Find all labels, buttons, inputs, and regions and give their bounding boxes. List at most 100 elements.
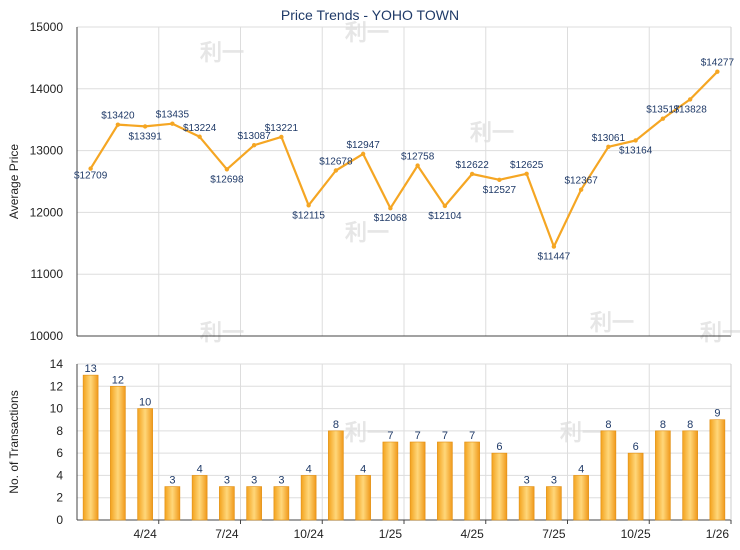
price-point [606, 144, 611, 150]
transaction-bar-label: 3 [551, 475, 557, 487]
transaction-bar [437, 441, 453, 521]
watermark-text: 利一 [345, 221, 389, 246]
x-tick-label: 1/25 [379, 527, 403, 541]
y-tick-label: 14000 [30, 82, 64, 96]
price-point [524, 171, 529, 176]
y-tick-label: 13000 [30, 144, 64, 158]
price-point [142, 124, 148, 129]
price-data-label: $12625 [510, 160, 544, 171]
bar-y-tick-label: 10 [50, 402, 64, 416]
transaction-bar [164, 486, 181, 521]
transaction-bar-label: 8 [660, 419, 666, 431]
transaction-bar [219, 486, 235, 521]
transaction-bar [655, 430, 671, 521]
transaction-bar [409, 441, 426, 521]
transaction-bar-label: 13 [85, 363, 97, 375]
price-point [306, 203, 311, 208]
price-data-label: $12622 [455, 160, 489, 171]
transaction-bar-label: 4 [578, 463, 584, 475]
transaction-bar [246, 486, 262, 521]
transaction-bar-label: 4 [197, 463, 203, 475]
price-point [715, 69, 720, 74]
transaction-bar-label: 4 [306, 463, 312, 475]
x-tick-label: 4/24 [133, 527, 157, 541]
y-tick-label: 10000 [30, 329, 64, 343]
price-point [115, 122, 121, 127]
x-tick-label: 7/25 [542, 527, 566, 541]
price-data-label: $13517 [646, 105, 680, 116]
transaction-bar-label: 6 [496, 441, 502, 453]
price-data-label: $13164 [619, 145, 653, 156]
price-point [415, 163, 420, 168]
price-data-label: $13224 [183, 123, 217, 134]
price-data-label: $12104 [428, 211, 462, 222]
transaction-bar [627, 452, 644, 521]
transactions-panel: 0 2 4 6 8 10 12 14 4/24 7/24 10/24 1/25 4/25 7/25 10/2… [7, 357, 732, 541]
price-data-label: $13087 [237, 131, 271, 142]
watermark-text: 利一 [200, 41, 244, 66]
transaction-bar-label: 9 [714, 408, 720, 420]
y-tick-label: 15000 [30, 20, 64, 34]
price-point [224, 167, 230, 172]
transaction-bar [600, 430, 617, 521]
price-data-label: $13221 [265, 123, 299, 134]
transaction-bar-label: 7 [469, 430, 475, 442]
x-tick-label: 10/25 [621, 527, 651, 541]
transaction-bar [137, 408, 153, 521]
price-data-label: $11447 [538, 252, 571, 263]
transaction-bar-label: 3 [278, 475, 284, 487]
price-point [660, 116, 666, 121]
price-data-label: $12068 [374, 213, 408, 224]
transaction-bar [110, 385, 126, 521]
price-point [442, 203, 448, 209]
watermark-text: 利一 [560, 421, 604, 446]
x-tick-label: 4/25 [460, 527, 484, 541]
transaction-bar-label: 10 [139, 397, 151, 409]
price-point [388, 205, 393, 211]
bar-y-tick-label: 4 [56, 468, 63, 482]
transaction-bar-label: 3 [224, 475, 230, 487]
price-data-label: $14277 [701, 58, 735, 69]
transaction-bar-label: 7 [387, 430, 393, 442]
watermark-text: 利一 [700, 321, 740, 346]
transaction-bar-label: 3 [251, 475, 257, 487]
price-point [469, 171, 475, 177]
transaction-bar [300, 475, 317, 521]
transaction-bar [491, 452, 508, 521]
transaction-bar [682, 430, 698, 521]
price-point [497, 177, 502, 183]
transaction-bar [518, 486, 535, 521]
transaction-bar-label: 6 [633, 441, 639, 453]
price-data-label: $13391 [128, 131, 162, 142]
bar-y-tick-label: 8 [56, 424, 63, 438]
transaction-bar [328, 430, 344, 521]
price-point [551, 244, 557, 249]
price-data-label: $12115 [292, 210, 325, 221]
price-data-label: $12709 [74, 171, 108, 182]
x-tick-label: 10/24 [294, 527, 324, 541]
x-tick-label: 7/24 [215, 527, 239, 541]
transaction-bar [273, 486, 290, 521]
price-data-label: $13061 [592, 133, 626, 144]
transaction-bar-label: 8 [687, 419, 693, 431]
price-panel: Price Trends - YOHO TOWN 10000 11000 12000 1… [7, 7, 734, 343]
price-point [88, 166, 93, 171]
price-data-label: $13420 [101, 111, 135, 122]
transaction-bar-label: 12 [112, 374, 124, 386]
price-point [251, 143, 257, 148]
watermark-text: 利一 [470, 121, 514, 146]
watermark-text: 利一 [345, 421, 389, 446]
transaction-bar-label: 4 [360, 463, 366, 475]
price-point [197, 134, 202, 139]
watermark-text: 利一 [345, 21, 389, 46]
transaction-bar-label: 3 [169, 475, 175, 487]
transaction-bar [573, 475, 589, 521]
watermark-text: 利一 [200, 321, 244, 346]
bar-y-axis-label: No. of Transactions [7, 390, 21, 493]
price-data-label: $12527 [483, 185, 517, 196]
price-point [279, 134, 284, 140]
transaction-bar [82, 374, 99, 521]
